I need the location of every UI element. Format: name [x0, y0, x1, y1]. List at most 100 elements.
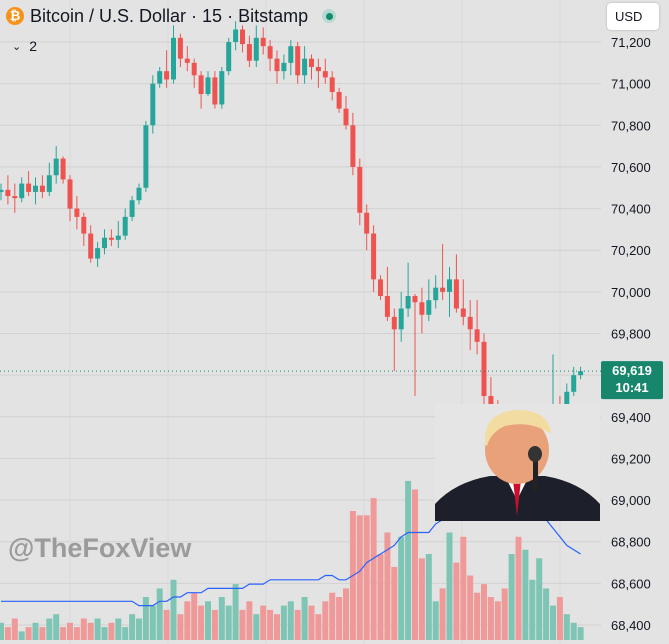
volume-bar [425, 554, 432, 640]
price-tick-label: 68,400 [611, 618, 651, 633]
candle-body [460, 308, 466, 317]
candle-body [343, 108, 349, 126]
candle-body [26, 183, 32, 192]
symbol-title[interactable]: Bitcoin / U.S. Dollar · 15 · Bitstamp [30, 5, 309, 26]
currency-selector[interactable]: USD [607, 3, 659, 30]
volume-bar [384, 532, 391, 640]
volume-bar [87, 622, 94, 640]
volume-bar [308, 605, 315, 640]
volume-bar [536, 558, 543, 640]
candle-body [122, 216, 128, 236]
candle-body [157, 71, 163, 84]
candle-body [226, 42, 232, 72]
candle-body [357, 166, 363, 213]
candle-body [171, 37, 176, 80]
candle-body [191, 62, 197, 76]
volume-bar [267, 609, 274, 640]
candle-body [60, 158, 66, 180]
candle-body [267, 46, 273, 59]
candle-body [412, 296, 418, 303]
volume-bar [211, 609, 218, 640]
volume-bar [315, 614, 322, 640]
chevron-down-icon[interactable]: ⌄ [12, 39, 22, 53]
volume-bar [391, 566, 398, 640]
volume-bar [184, 601, 191, 640]
price-tick-label: 69,200 [611, 451, 651, 466]
volume-bar [487, 597, 494, 640]
volume-bars [0, 480, 584, 640]
candle-body [5, 189, 11, 197]
volume-bar [522, 549, 529, 640]
candle-body [288, 46, 294, 63]
candle-body [67, 179, 73, 209]
candle-body [164, 71, 170, 80]
candle-body [33, 185, 38, 192]
price-tick-label: 70,800 [611, 118, 651, 133]
volume-bar [260, 605, 267, 640]
candle-body [115, 235, 121, 240]
price-axis[interactable]: 71,200 71,000 70,800 70,600 70,400 70,200 70,0… [611, 35, 651, 633]
candle-body [19, 183, 25, 199]
volume-bar [67, 622, 73, 640]
symbol-header: ₿ Bitcoin / U.S. Dollar · 15 · Bitstamp [6, 5, 337, 27]
indicator-count: 2 [29, 38, 38, 54]
candle-body [46, 175, 52, 192]
volume-bar [170, 579, 177, 640]
candle-body [419, 302, 425, 315]
volume-bar [39, 627, 46, 640]
volume-bar [239, 609, 246, 640]
volume-bar [432, 601, 439, 640]
candle-body [398, 308, 404, 330]
candle-body [274, 58, 280, 72]
volume-bar [0, 622, 4, 640]
volume-bar [301, 597, 308, 640]
candle-body [212, 77, 218, 105]
volume-bar [336, 597, 343, 640]
candle-body [0, 189, 4, 192]
candle-body [315, 66, 321, 72]
candle-body [150, 83, 156, 126]
candle-body [322, 71, 328, 78]
candle-body [405, 296, 411, 309]
volume-bar [474, 592, 481, 640]
price-tick-label: 69,800 [611, 327, 651, 342]
candle-body [391, 316, 397, 330]
volume-bar [4, 627, 11, 640]
volume-bar [412, 489, 418, 640]
volume-bar [156, 588, 163, 640]
candle-body [81, 216, 87, 234]
candle-body [53, 158, 59, 176]
candle-body [205, 77, 211, 95]
volume-bar [405, 480, 412, 640]
volume-bar [73, 627, 80, 640]
candle-body [95, 248, 101, 259]
volume-bar [446, 532, 453, 640]
candle-body [467, 316, 473, 330]
volume-bar [556, 597, 563, 640]
volume-bar [501, 588, 508, 640]
volume-bar [494, 601, 501, 640]
volume-bar [142, 597, 149, 640]
candle-body [433, 287, 439, 301]
candle-body [364, 212, 370, 234]
volume-bar [543, 588, 550, 640]
candle-body [88, 233, 94, 259]
candle-body [74, 208, 80, 217]
volume-bar [508, 554, 515, 640]
volume-bar [60, 627, 67, 640]
candle-body [281, 62, 287, 72]
price-tick-label: 70,600 [611, 160, 651, 175]
candle-body [309, 58, 314, 67]
candle-body [295, 46, 301, 76]
candle-body [378, 279, 383, 297]
candle-body [12, 196, 18, 199]
candle-body [108, 237, 114, 240]
candle-body [39, 185, 45, 192]
candle-body [260, 37, 266, 47]
volume-bar [280, 605, 287, 640]
indicators-toggle[interactable]: ⌄ 2 [12, 38, 37, 54]
volume-bar [25, 627, 32, 640]
speaker-photo-overlay [435, 404, 600, 521]
volume-bar [529, 579, 536, 640]
